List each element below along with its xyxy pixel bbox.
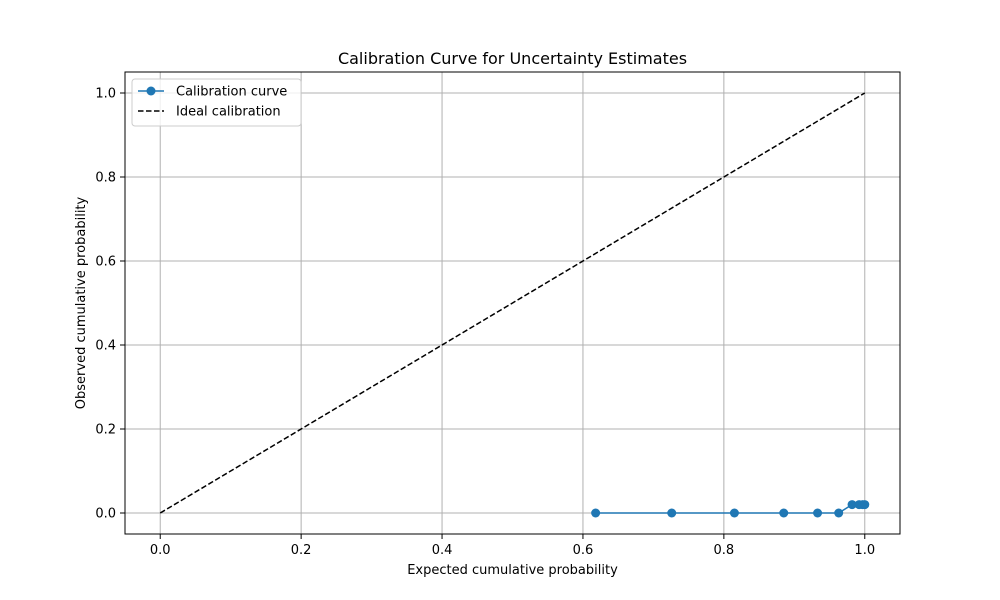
legend: Calibration curve Ideal calibration [131, 78, 302, 127]
calibration-curve-point [834, 508, 844, 518]
legend-calibration-marker [146, 86, 156, 96]
series-layer [159, 92, 870, 518]
x-tick-label: 0.6 [573, 543, 594, 558]
legend-box [131, 78, 302, 127]
y-tick-label: 0.6 [95, 255, 116, 270]
x-tick-label: 0.4 [432, 543, 453, 558]
y-tick-label: 0.2 [95, 423, 116, 438]
calibration-curve-point [860, 500, 870, 510]
ideal-calibration-line [159, 92, 866, 514]
plot-frame [124, 71, 901, 535]
y-axis-title: Observed cumulative probability [74, 196, 89, 409]
calibration-curve-point [591, 508, 601, 518]
x-tick-label: 1.0 [854, 543, 875, 558]
legend-ideal-label: Ideal calibration [176, 105, 281, 120]
calibration-curve-point [813, 508, 823, 518]
x-axis-title: Expected cumulative probability [407, 563, 618, 578]
y-tick-label: 0.8 [95, 171, 116, 186]
calibration-curve-point [847, 500, 857, 510]
calibration-curve-point [729, 508, 739, 518]
y-axis: 0.0 0.2 0.4 0.6 0.8 1.0 [95, 87, 125, 522]
calibration-curve-point [667, 508, 677, 518]
x-tick-label: 0.2 [291, 543, 312, 558]
y-tick-label: 1.0 [95, 87, 116, 102]
calibration-curve-point [779, 508, 789, 518]
x-tick-label: 0.0 [150, 543, 171, 558]
y-tick-label: 0.0 [95, 507, 116, 522]
x-tick-label: 0.8 [714, 543, 735, 558]
y-tick-label: 0.4 [95, 339, 116, 354]
x-axis: 0.0 0.2 0.4 0.6 0.8 1.0 [150, 534, 875, 558]
chart-title: Calibration Curve for Uncertainty Estima… [338, 49, 687, 68]
legend-calibration-label: Calibration curve [176, 85, 287, 100]
